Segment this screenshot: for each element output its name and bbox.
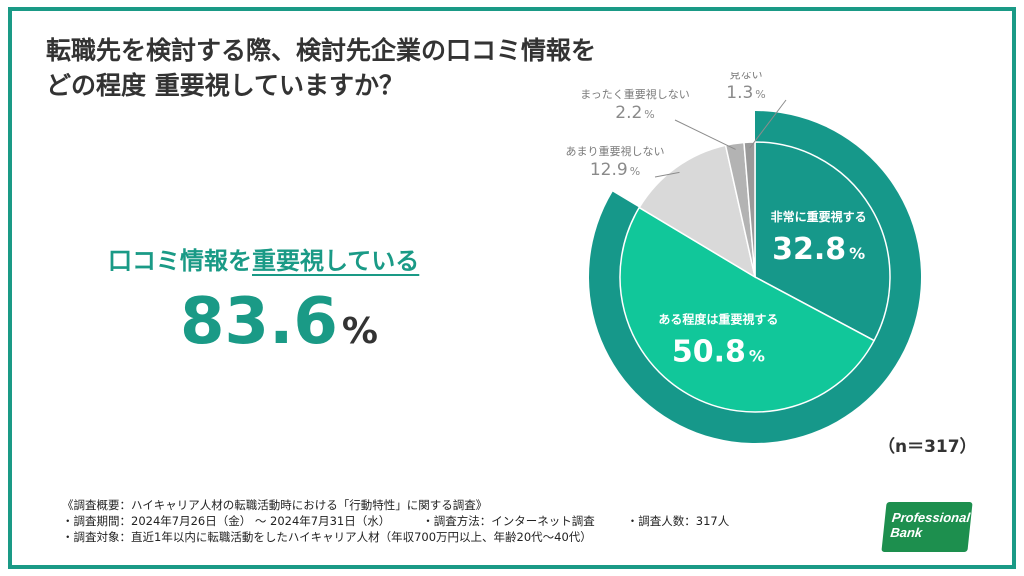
notes-line-1: 《調査概要：ハイキャリア人材の転職活動時における「行動特性」に関する調査》 bbox=[62, 498, 488, 512]
professional-bank-logo: Professional Bank bbox=[881, 502, 973, 552]
survey-notes: 《調査概要：ハイキャリア人材の転職活動時における「行動特性」に関する調査》 ・調… bbox=[62, 497, 729, 545]
pie-slice-1 bbox=[754, 141, 891, 342]
title-line-1: 転職先を検討する際、検討先企業の口コミ情報を bbox=[46, 36, 597, 65]
headline-prefix: 口コミ情報を bbox=[108, 247, 252, 275]
notes-line-2: ・調査期間：2024年7月26日（金） 〜 2024年7月31日（水） ・調査方法… bbox=[62, 513, 729, 529]
sample-size: （n＝317） bbox=[878, 437, 977, 457]
pie-slice-3 bbox=[638, 144, 757, 279]
slice-label-2: ある程度は重要視する bbox=[658, 312, 778, 327]
leader-line-5 bbox=[749, 99, 787, 149]
notes-line-3: ・調査対象：直近1年以内に転職活動をしたハイキャリア人材（年収700万円以上、年… bbox=[62, 530, 592, 544]
slice-value-3: 12.9% bbox=[590, 160, 640, 180]
leader-line-3 bbox=[654, 171, 680, 178]
notes-period: ・調査期間：2024年7月26日（金） 〜 2024年7月31日（水） bbox=[62, 514, 391, 528]
title-line-2: どの程度 重要視していますか？ bbox=[46, 71, 404, 100]
slice-value-1: 32.8% bbox=[772, 232, 865, 267]
slice-value-2: 50.8% bbox=[672, 335, 765, 370]
chart-title: 転職先を検討する際、検討先企業の口コミ情報を どの程度 重要視していますか？ bbox=[46, 33, 596, 103]
pie-slice-5 bbox=[743, 141, 756, 278]
big-stat: 83.6% bbox=[180, 282, 378, 362]
big-stat-value: 83.6 bbox=[180, 285, 338, 359]
slice-label-4: まったく重要視しない bbox=[580, 87, 690, 101]
headline: 口コミ情報を重要視している bbox=[108, 241, 419, 276]
leader-line-4 bbox=[674, 119, 736, 150]
big-stat-unit: % bbox=[341, 311, 378, 352]
slice-value-5: 1.3% bbox=[726, 83, 766, 103]
slice-value-4: 2.2% bbox=[615, 103, 655, 123]
notes-count: ・調査人数：317人 bbox=[626, 514, 730, 528]
slice-label-5: 見ない bbox=[730, 72, 763, 81]
pie-slice-2 bbox=[619, 206, 876, 413]
headline-emphasis: 重要視している bbox=[252, 247, 420, 275]
slice-label-1: 非常に重要視する bbox=[771, 209, 867, 224]
pie-chart: 非常に重要視する 32.8 % ある程度は重要視する 50.8 % あまり重要視しない 12.… bbox=[566, 72, 921, 444]
notes-method: ・調査方法：インターネット調査 bbox=[422, 514, 595, 528]
slice-label-3: あまり重要視しない bbox=[566, 144, 665, 158]
